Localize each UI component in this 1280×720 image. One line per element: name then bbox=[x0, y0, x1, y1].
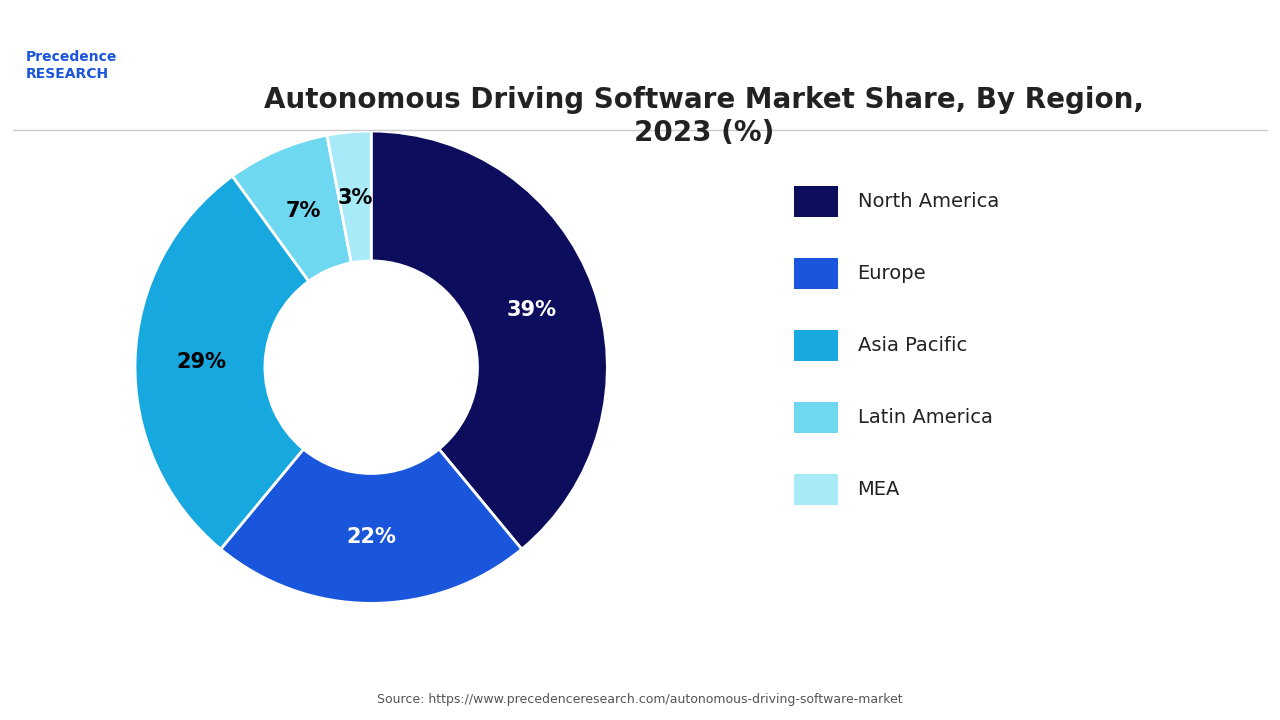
Wedge shape bbox=[326, 131, 371, 263]
Text: 39%: 39% bbox=[506, 300, 557, 320]
Text: Europe: Europe bbox=[858, 264, 927, 283]
Text: 3%: 3% bbox=[338, 188, 372, 208]
Text: 7%: 7% bbox=[285, 201, 321, 221]
Wedge shape bbox=[371, 131, 607, 549]
Text: Precedence
RESEARCH: Precedence RESEARCH bbox=[26, 50, 116, 81]
Wedge shape bbox=[134, 176, 308, 549]
Text: MEA: MEA bbox=[858, 480, 900, 499]
Text: North America: North America bbox=[858, 192, 998, 211]
Text: 29%: 29% bbox=[177, 352, 227, 372]
Text: Autonomous Driving Software Market Share, By Region,
2023 (%): Autonomous Driving Software Market Share… bbox=[264, 86, 1144, 147]
Text: Latin America: Latin America bbox=[858, 408, 992, 427]
Text: Asia Pacific: Asia Pacific bbox=[858, 336, 966, 355]
Wedge shape bbox=[233, 135, 351, 282]
Text: 22%: 22% bbox=[347, 527, 396, 547]
Wedge shape bbox=[220, 449, 522, 603]
Text: Source: https://www.precedenceresearch.com/autonomous-driving-software-market: Source: https://www.precedenceresearch.c… bbox=[378, 693, 902, 706]
